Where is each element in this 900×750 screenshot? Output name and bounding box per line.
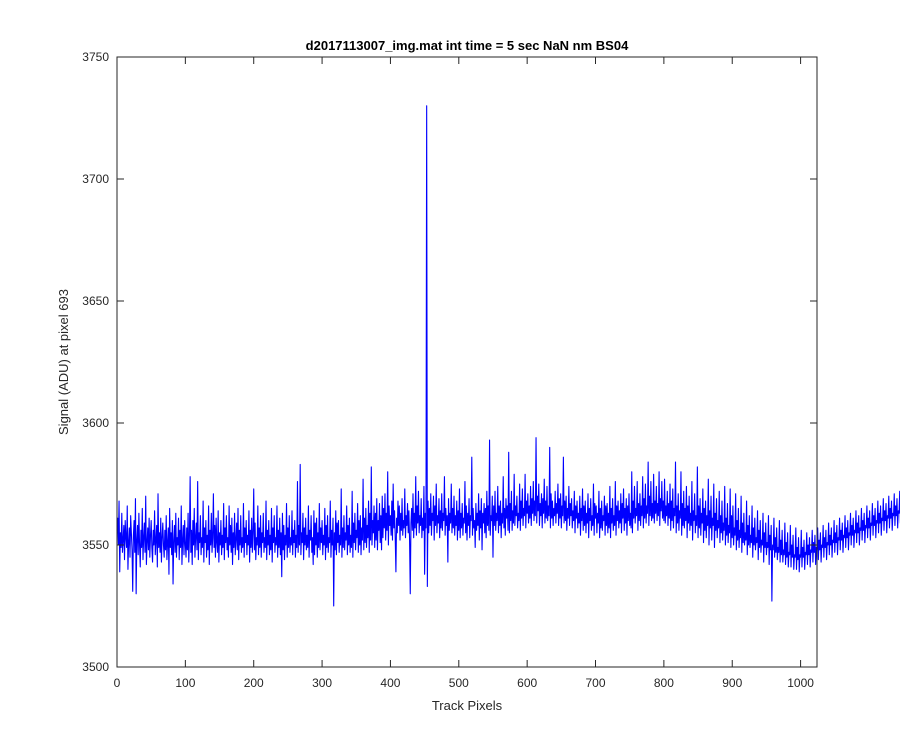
x-tick-label: 100	[175, 676, 195, 690]
series-line-signal	[116, 105, 900, 607]
y-tick-label: 3550	[82, 538, 109, 552]
y-tick-label: 3650	[82, 294, 109, 308]
x-tick-label: 200	[244, 676, 264, 690]
chart-title: d2017113007_img.mat int time = 5 sec NaN…	[306, 38, 629, 53]
x-tick-label: 700	[586, 676, 606, 690]
x-tick-label: 300	[312, 676, 332, 690]
series-group	[116, 105, 900, 607]
x-tick-label: 600	[517, 676, 537, 690]
y-tick-label: 3700	[82, 172, 109, 186]
x-tick-label: 800	[654, 676, 674, 690]
y-tick-label: 3750	[82, 50, 109, 64]
x-axis-ticks: 0 100 200 300 400 500 600 700 800 900 1000	[114, 57, 814, 690]
plot-area-background	[117, 57, 817, 667]
y-axis-ticks: 3500 3550 3600 3650 3700 3750	[82, 50, 817, 674]
x-tick-label: 500	[449, 676, 469, 690]
y-tick-label: 3500	[82, 660, 109, 674]
x-tick-label: 1000	[787, 676, 814, 690]
axes-box	[116, 56, 818, 668]
x-tick-label: 900	[722, 676, 742, 690]
x-tick-label: 400	[380, 676, 400, 690]
y-axis-label: Signal (ADU) at pixel 693	[56, 289, 71, 435]
x-tick-label: 0	[114, 676, 121, 690]
x-axis-label: Track Pixels	[432, 698, 503, 713]
y-tick-label: 3600	[82, 416, 109, 430]
